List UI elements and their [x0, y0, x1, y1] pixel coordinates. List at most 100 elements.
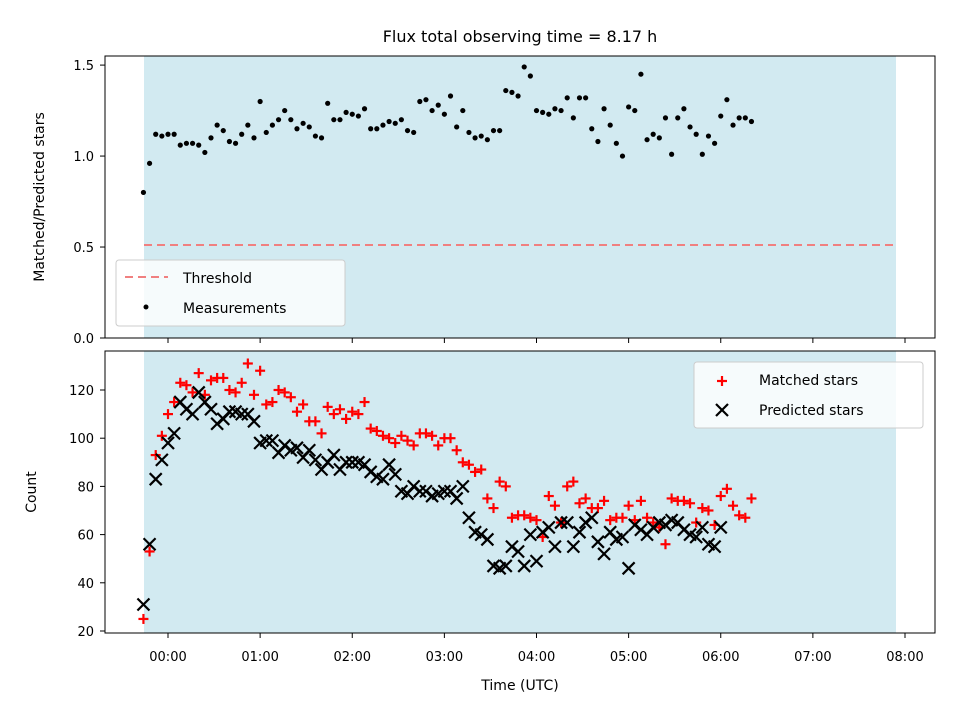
matched-star-point — [531, 515, 542, 526]
predicted-star-stroke-b — [327, 448, 341, 462]
predicted-star-stroke-b — [670, 515, 685, 530]
matched-star-point — [328, 409, 339, 420]
measurement-point — [318, 135, 325, 141]
measurement-point — [632, 107, 638, 114]
predicted-star-stroke-b — [560, 515, 574, 530]
measurement-point — [644, 137, 650, 143]
predicted-star-stroke-b — [584, 510, 599, 525]
predicted-star-stroke-b — [191, 385, 206, 400]
measurement-point — [306, 124, 312, 130]
measurement-point — [361, 106, 368, 112]
predicted-star-point — [462, 510, 476, 525]
matched-star-point — [703, 505, 714, 516]
bottom-legend: Matched stars Predicted stars — [693, 361, 924, 429]
measurement-point — [251, 135, 257, 141]
measurement-point — [527, 73, 533, 79]
predicted-star-point — [222, 404, 237, 419]
measurement-point — [607, 122, 613, 128]
measurement-point — [472, 135, 478, 141]
measurement-point — [552, 106, 558, 112]
predicted-star-stroke-b — [259, 433, 274, 448]
measurement-point — [140, 189, 147, 196]
measurement-point — [435, 102, 441, 108]
predicted-star-point — [566, 539, 581, 554]
predicted-star-point — [456, 479, 470, 494]
matched-star-point — [175, 377, 186, 388]
predicted-star-stroke-b — [652, 515, 667, 530]
measurement-point — [650, 131, 656, 137]
measurement-point — [355, 113, 361, 119]
matched-star-point — [506, 512, 517, 523]
predicted-star-stroke-b — [339, 455, 353, 470]
predicted-star-stroke-b — [302, 443, 317, 458]
measurement-point — [411, 129, 417, 136]
matched-star-point — [279, 387, 290, 398]
legend-measurements-swatch — [143, 304, 149, 310]
x-axis-label: Time (UTC) — [480, 678, 558, 694]
matched-star-point — [218, 372, 229, 383]
matched-star-point — [721, 483, 732, 494]
predicted-star-point — [621, 561, 636, 576]
predicted-star-point — [511, 544, 525, 559]
measurement-point — [619, 153, 626, 159]
predicted-star-stroke-b — [468, 525, 482, 539]
measurement-point — [417, 98, 423, 105]
top-panel: 0.0 0.5 1.0 1.5 Matched/Predicted stars Thr… — [32, 55, 936, 347]
predicted-star-point — [529, 554, 544, 568]
predicted-star-point — [499, 559, 513, 573]
predicted-star-stroke-b — [148, 472, 163, 486]
measurement-point — [202, 149, 208, 156]
predicted-star-point — [437, 484, 452, 498]
predicted-star-stroke-b — [456, 479, 470, 494]
matched-star-point — [322, 401, 333, 412]
bottom-y-tick-label: 20 — [77, 625, 94, 640]
matched-star-point — [384, 433, 395, 444]
measurement-point — [288, 117, 294, 123]
matched-star-point — [310, 416, 321, 427]
matched-star-point — [482, 493, 493, 504]
measurement-point — [454, 124, 460, 130]
measurement-point — [392, 120, 398, 126]
matched-star-point — [267, 397, 278, 408]
predicted-star-stroke-b — [376, 472, 390, 486]
matched-star-point — [341, 413, 352, 424]
predicted-star-stroke-b — [247, 414, 261, 429]
matched-star-point — [402, 435, 413, 446]
measurement-point — [441, 111, 447, 117]
top-legend-box — [115, 259, 346, 327]
measurement-point — [404, 127, 411, 134]
x-tick-label: 04:00 — [518, 650, 555, 665]
matched-star-point — [635, 495, 646, 506]
measurement-point — [712, 140, 718, 146]
matched-star-point — [390, 438, 401, 449]
predicted-star-stroke-b — [437, 484, 452, 498]
predicted-star-point — [597, 547, 611, 561]
matched-star-point — [568, 476, 579, 487]
measurement-point — [521, 64, 527, 70]
x-tick-label: 01:00 — [241, 650, 278, 665]
predicted-star-point — [560, 515, 574, 530]
predicted-star-point — [155, 453, 169, 467]
predicted-star-stroke-b — [308, 453, 323, 467]
predicted-star-stroke-b — [167, 426, 181, 441]
predicted-star-point — [136, 597, 151, 612]
measurement-point — [331, 117, 337, 123]
measurement-point — [515, 93, 521, 99]
measurement-point — [583, 95, 589, 101]
matched-star-point — [230, 387, 241, 398]
matched-star-point — [562, 481, 573, 492]
measurement-point — [380, 122, 386, 128]
matched-star-point — [144, 546, 155, 557]
predicted-star-stroke-b — [449, 491, 464, 506]
matched-star-point — [697, 503, 708, 514]
predicted-star-stroke-b — [173, 395, 188, 409]
matched-star-point — [642, 512, 653, 523]
predicted-star-point — [204, 402, 218, 417]
predicted-star-stroke-b — [265, 433, 280, 448]
matched-star-point — [316, 428, 327, 439]
predicted-star-point — [327, 448, 341, 462]
matched-star-point — [255, 365, 266, 376]
matched-star-point — [420, 428, 431, 439]
matched-star-point — [580, 493, 591, 504]
legend-matched-label: Matched stars — [759, 373, 858, 389]
